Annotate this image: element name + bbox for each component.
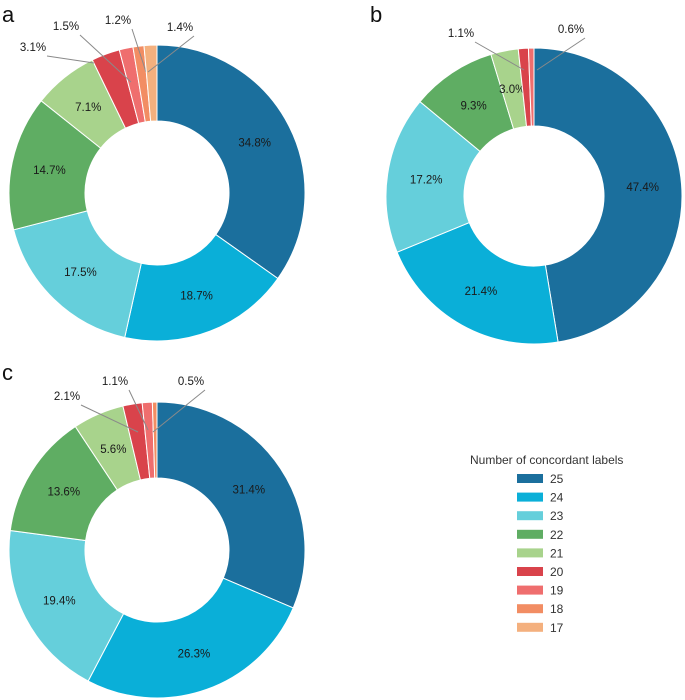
legend-swatch-17 bbox=[517, 622, 543, 632]
legend-swatch-18 bbox=[517, 604, 543, 614]
data-label-b-19: 0.6% bbox=[558, 24, 584, 36]
slice-b-19 bbox=[527, 47, 535, 127]
data-label-c-20: 2.1% bbox=[54, 391, 80, 403]
leader-line-a-20 bbox=[46, 55, 95, 64]
legend-label-20: 20 bbox=[550, 565, 564, 579]
data-label-c-21: 5.6% bbox=[100, 444, 126, 456]
legend: Number of concordant labels 25 24 23 22 21 20… bbox=[470, 453, 623, 635]
data-label-c-23: 19.4% bbox=[43, 596, 76, 608]
data-label-b-20: 1.1% bbox=[448, 28, 474, 40]
slice-a-23 bbox=[13, 210, 142, 339]
legend-swatch-24 bbox=[517, 492, 543, 502]
leader-line-a-18 bbox=[131, 28, 147, 73]
data-label-b-25: 47.4% bbox=[626, 182, 659, 194]
legend-label-24: 24 bbox=[550, 491, 564, 505]
leader-line-c-20 bbox=[80, 404, 139, 433]
legend-swatch-19 bbox=[517, 585, 543, 595]
data-label-c-19: 1.1% bbox=[102, 376, 128, 388]
legend-label-18: 18 bbox=[550, 602, 564, 616]
data-label-a-23: 17.5% bbox=[64, 267, 97, 279]
leader-line-b-19 bbox=[536, 37, 586, 71]
data-label-a-18: 1.2% bbox=[105, 15, 131, 27]
slice-c-24 bbox=[87, 577, 294, 699]
legend-swatch-22 bbox=[517, 529, 543, 539]
data-label-a-19: 1.5% bbox=[53, 21, 79, 33]
slice-a-24 bbox=[124, 233, 279, 342]
data-label-a-22: 14.7% bbox=[33, 165, 66, 177]
legend-swatch-25 bbox=[517, 474, 543, 483]
legend-label-23: 23 bbox=[550, 509, 564, 523]
slice-c-18 bbox=[151, 401, 158, 479]
donut-chart-b: 47.4% 21.4% 17.2% 9.3% 3.0% 1.1% 0.6% bbox=[385, 24, 683, 345]
slice-c-25 bbox=[156, 401, 306, 609]
data-label-b-23: 17.2% bbox=[410, 175, 443, 187]
data-label-c-25: 31.4% bbox=[232, 484, 265, 496]
legend-title: Number of concordant labels bbox=[470, 453, 623, 467]
legend-swatch-21 bbox=[517, 548, 543, 558]
data-label-a-17: 1.4% bbox=[167, 22, 193, 34]
slice-a-17 bbox=[143, 44, 158, 122]
data-label-c-24: 26.3% bbox=[178, 649, 211, 661]
data-label-c-18: 0.5% bbox=[178, 376, 204, 388]
data-label-b-22: 9.3% bbox=[460, 100, 486, 112]
legend-label-17: 17 bbox=[550, 621, 564, 635]
data-label-a-25: 34.8% bbox=[238, 137, 271, 149]
slice-b-23 bbox=[385, 100, 481, 253]
data-label-a-20: 3.1% bbox=[20, 42, 46, 54]
donut-chart-c: 31.4% 26.3% 19.4% 13.6% 5.6% 2.1% 1.1% 0.5% bbox=[8, 376, 306, 699]
slice-c-23 bbox=[8, 529, 125, 682]
legend-label-22: 22 bbox=[550, 528, 564, 542]
legend-label-21: 21 bbox=[550, 546, 564, 560]
data-label-b-24: 21.4% bbox=[465, 286, 498, 298]
leader-line-a-19 bbox=[79, 34, 132, 83]
leader-line-c-18 bbox=[152, 389, 206, 433]
legend-swatch-20 bbox=[517, 567, 543, 576]
legend-swatch-23 bbox=[517, 511, 543, 521]
leader-line-c-19 bbox=[128, 389, 149, 431]
donut-chart-a: 34.8% 18.7% 17.5% 14.7% 7.1% 3.1% 1.5% 1.2% 1.4% bbox=[8, 15, 306, 342]
data-label-a-24: 18.7% bbox=[180, 291, 213, 303]
data-label-b-21: 3.0% bbox=[499, 84, 525, 96]
legend-label-25: 25 bbox=[550, 472, 564, 486]
panel-letter-b: b bbox=[370, 2, 382, 27]
data-label-a-21: 7.1% bbox=[75, 102, 101, 114]
panel-letter-c: c bbox=[2, 360, 13, 385]
slice-a-25 bbox=[156, 44, 306, 280]
legend-label-19: 19 bbox=[550, 584, 564, 598]
data-label-c-22: 13.6% bbox=[47, 487, 80, 499]
slice-b-25 bbox=[533, 47, 683, 343]
leader-line-a-17 bbox=[147, 35, 195, 73]
leader-line-b-20 bbox=[474, 41, 525, 71]
slice-b-24 bbox=[396, 221, 559, 345]
panel-letter-a: a bbox=[2, 2, 15, 27]
